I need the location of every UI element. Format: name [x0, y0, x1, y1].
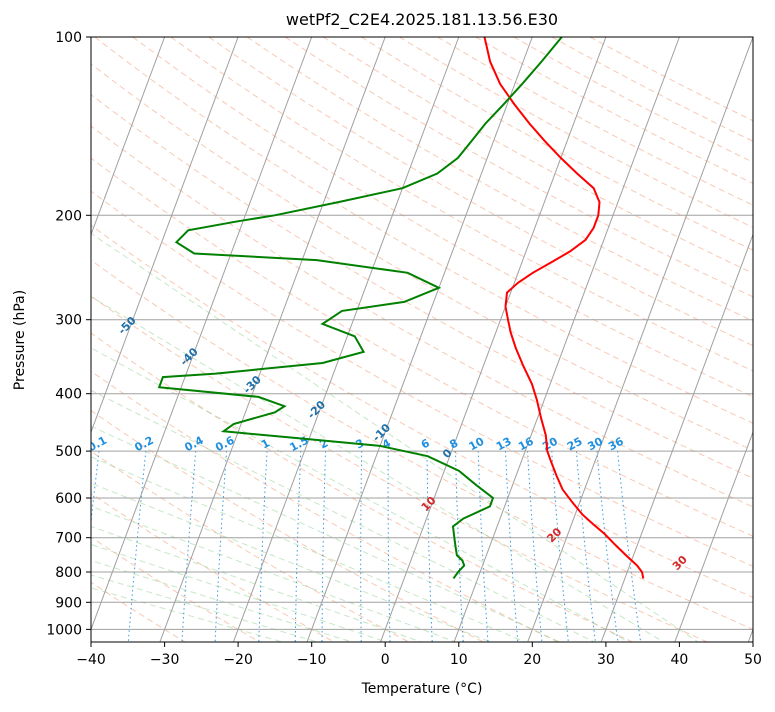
y-tick-label: 500	[55, 444, 82, 460]
x-tick-label: 50	[744, 652, 762, 668]
x-tick-label: −40	[76, 652, 106, 668]
x-tick-label: −20	[223, 652, 253, 668]
y-tick-label: 1000	[46, 622, 82, 638]
x-tick-label: 40	[670, 652, 688, 668]
x-axis-label: Temperature (°C)	[361, 681, 483, 697]
x-tick-label: 30	[597, 652, 615, 668]
y-tick-label: 100	[55, 30, 82, 46]
y-tick-label: 700	[55, 531, 82, 547]
x-tick-label: 20	[523, 652, 541, 668]
y-tick-label: 900	[55, 595, 82, 611]
y-axis-label: Pressure (hPa)	[12, 290, 28, 390]
chart-title: wetPf2_C2E4.2025.181.13.56.E30	[286, 10, 558, 30]
y-tick-label: 800	[55, 565, 82, 581]
y-tick-label: 400	[55, 387, 82, 403]
x-tick-label: 10	[450, 652, 468, 668]
y-tick-label: 300	[55, 313, 82, 329]
y-tick-label: 600	[55, 491, 82, 507]
x-tick-label: −10	[297, 652, 327, 668]
y-tick-label: 200	[55, 208, 82, 224]
x-tick-label: −30	[150, 652, 180, 668]
x-tick-label: 0	[381, 652, 390, 668]
